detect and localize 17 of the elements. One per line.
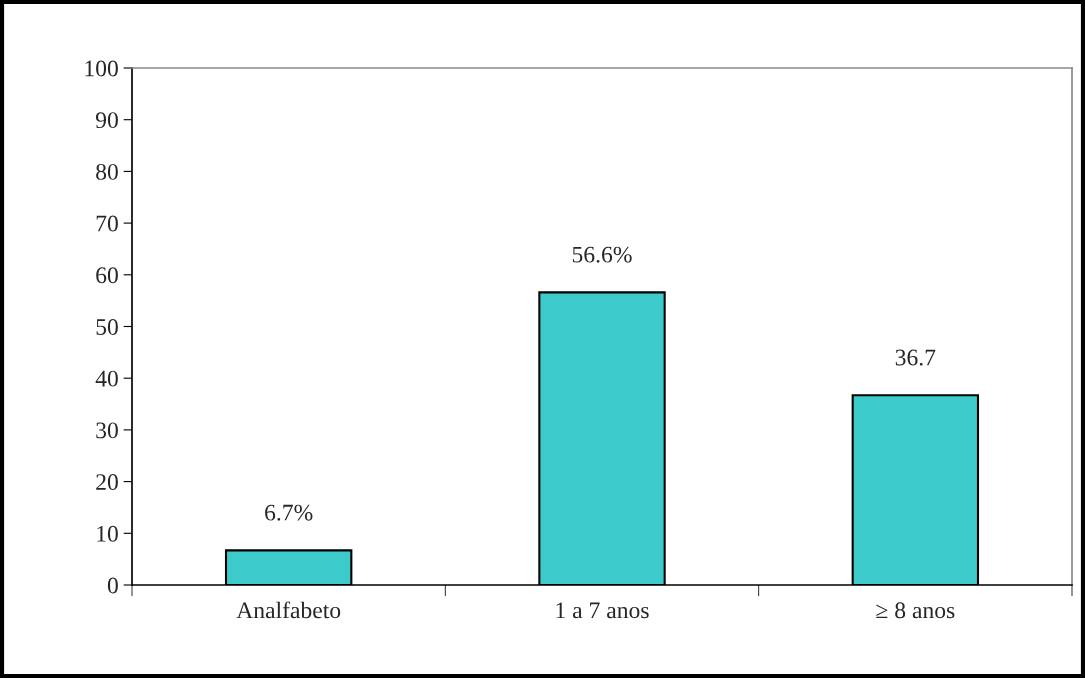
y-tick-label: 40 — [95, 370, 118, 387]
x-tick-label: Analfabeto — [236, 601, 341, 619]
data-label: 36.7 — [895, 349, 936, 366]
y-tick-label: 20 — [96, 474, 118, 491]
y-tick-label: 60 — [96, 267, 118, 284]
y-tick-label: 80 — [96, 163, 118, 180]
data-label: 6.7% — [265, 504, 313, 521]
y-tick-label: 50 — [96, 318, 118, 335]
x-tick-label: ≥ 8 anos — [876, 602, 955, 619]
y-tick-label: 100 — [85, 60, 118, 77]
x-tick-label: 1 a 7 anos — [556, 602, 649, 619]
y-tick-label: 70 — [96, 215, 118, 232]
y-tick-label: 30 — [96, 422, 118, 439]
data-label: 56.6% — [572, 246, 632, 263]
y-tick-label: 90 — [95, 112, 118, 129]
y-tick-label: 0 — [107, 577, 118, 594]
y-tick-label: 10 — [97, 525, 118, 542]
